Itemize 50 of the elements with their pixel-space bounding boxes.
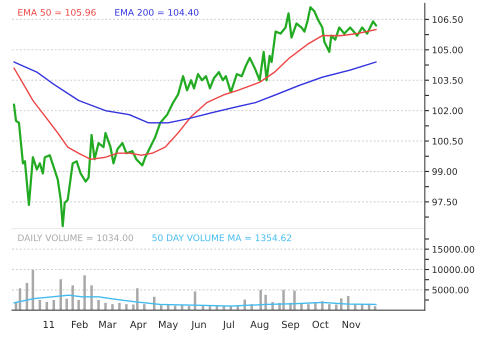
line-series [13,28,377,160]
bar [18,288,22,310]
bar [328,304,331,310]
bar [136,288,139,310]
bar [26,282,28,310]
x-tick-label: Jul [222,320,234,330]
x-tick-label: Jun [190,320,206,330]
y-tick-label: 97.50 [432,198,457,206]
y-tick-label: 10000.00 [432,266,474,274]
bar [71,285,74,310]
bar [97,300,100,310]
x-tick-label: May [159,320,178,330]
bar [282,290,285,310]
x-tick-label: Oct [312,320,329,328]
text: EMA 50 = 105.96 [18,8,96,16]
y-tick-label: 102.00 [432,107,463,114]
line-series [12,6,378,228]
x-tick-label: Apr [130,320,147,330]
text: EMA 200 = 104.40 [115,8,198,16]
bar [83,275,86,310]
bar [65,298,68,310]
bar [143,304,146,310]
y-tick-label: 15000.00 [432,246,474,253]
y-tick-label: 106.50 [432,16,463,23]
bar [90,285,93,310]
bar [307,304,310,310]
bar [59,279,62,310]
line-series [13,61,377,124]
y-tick-label: 99.00 [432,168,457,176]
text: DAILY VOLUME = 1034.00 [18,234,134,242]
bar [38,300,42,310]
bar [32,270,34,310]
y-tick-label: 5000.00 [432,286,468,294]
y-tick-label: 105.00 [432,46,463,54]
x-tick-label: Sep [282,320,300,330]
bar [52,300,56,310]
bar [125,304,128,310]
bar [264,294,267,310]
y-tick-label: 103.50 [432,76,463,84]
y-tick-label: 100.50 [432,138,463,145]
text: 50 DAY VOLUME MA = 1354.62 [152,234,292,242]
x-tick-label: Mar [99,320,117,328]
line-series [13,294,377,307]
x-tick-label: 11 [44,320,54,328]
bar [111,304,114,310]
x-tick-label: Aug [250,320,268,330]
x-tick-label: Feb [72,320,88,328]
x-tick-label: Nov [342,320,360,328]
bar [77,300,80,310]
bar [46,302,48,310]
